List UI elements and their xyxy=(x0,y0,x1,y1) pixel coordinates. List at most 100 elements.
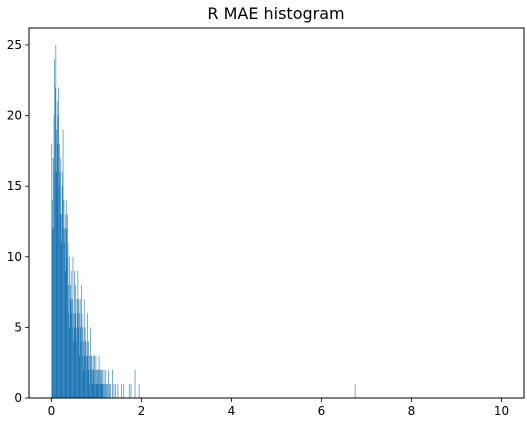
histogram-bar xyxy=(91,369,92,398)
histogram-bar xyxy=(134,369,136,398)
histogram-bar xyxy=(130,383,132,398)
histogram-bar xyxy=(76,341,77,398)
histogram-bar xyxy=(85,355,87,398)
histogram-bar xyxy=(99,369,100,398)
histogram-bar xyxy=(113,383,115,398)
histogram-bar xyxy=(66,256,68,398)
histogram-bar xyxy=(67,242,69,398)
histogram-bar xyxy=(86,341,88,398)
histogram-bar xyxy=(98,383,99,398)
histogram-bar xyxy=(52,228,53,398)
histogram-bar xyxy=(138,383,140,398)
histogram-bar xyxy=(89,355,90,398)
histogram-bar xyxy=(53,115,55,398)
histogram-bar xyxy=(82,355,83,398)
histogram-bar xyxy=(66,228,67,398)
histogram-bar xyxy=(56,172,58,398)
histogram-bar xyxy=(102,383,103,398)
y-tick-label: 0 xyxy=(14,391,22,405)
histogram-bar xyxy=(90,327,91,398)
x-tick-label: 0 xyxy=(48,404,56,418)
histogram-bar xyxy=(83,369,84,398)
histogram-bar xyxy=(65,214,67,398)
histogram-bar xyxy=(84,327,86,398)
histogram-bar xyxy=(59,172,61,398)
histogram-bar xyxy=(93,369,94,398)
histogram-bar xyxy=(60,157,62,398)
histogram-bar xyxy=(104,383,106,398)
chart-title: R MAE histogram xyxy=(207,4,344,23)
histogram-bar xyxy=(68,285,69,398)
histogram-bar xyxy=(70,299,71,398)
histogram-bar xyxy=(92,369,93,398)
histogram-bar xyxy=(101,369,103,398)
histogram-bar xyxy=(109,383,110,398)
histogram-bar xyxy=(108,369,109,398)
histogram-bar xyxy=(84,355,85,398)
y-tick-label: 25 xyxy=(7,38,22,52)
histogram-bar xyxy=(87,355,89,398)
histogram-bar xyxy=(105,369,107,398)
histogram-bar xyxy=(55,87,56,398)
histogram-bar xyxy=(54,59,55,398)
histogram-bar xyxy=(81,313,83,398)
histogram-bar xyxy=(94,369,96,398)
histogram-bar xyxy=(74,270,75,398)
histogram-bar xyxy=(97,383,98,398)
x-tick-label: 4 xyxy=(228,404,236,418)
histogram-bar xyxy=(68,313,70,398)
histogram-bar xyxy=(93,383,95,398)
histogram-bar xyxy=(73,313,74,398)
histogram-bar xyxy=(110,383,111,398)
histogram-bar xyxy=(78,327,79,398)
histogram-bar xyxy=(112,369,113,398)
histogram-bar xyxy=(83,341,85,398)
histogram-bar xyxy=(115,383,116,398)
histogram-bar xyxy=(88,341,89,398)
histogram-bar xyxy=(101,369,102,398)
histogram-bar xyxy=(87,369,89,398)
histogram-bar xyxy=(77,313,78,398)
histogram-bar xyxy=(51,143,53,398)
histogram-bar xyxy=(59,143,60,398)
histogram-bar xyxy=(82,327,84,398)
histogram-bar xyxy=(95,383,96,398)
histogram-bar xyxy=(65,200,67,398)
histogram-bar xyxy=(78,299,80,398)
y-tick-label: 10 xyxy=(7,250,22,264)
histogram-bar xyxy=(58,87,59,398)
histogram-bar xyxy=(76,299,78,398)
histogram-bar xyxy=(61,242,62,398)
histogram-bar xyxy=(98,355,100,398)
y-tick-label: 20 xyxy=(7,109,22,123)
x-axis: 0 2 4 6 8 10 xyxy=(48,398,509,418)
histogram-bar xyxy=(96,383,98,398)
histogram-bar xyxy=(63,200,65,398)
x-tick-label: 6 xyxy=(318,404,326,418)
y-axis: 0 5 10 15 20 25 xyxy=(7,38,29,405)
histogram-bar xyxy=(69,327,71,398)
histogram-bar xyxy=(107,383,108,398)
histogram-bar xyxy=(56,129,57,398)
histogram-bar xyxy=(72,256,74,398)
histogram-bar xyxy=(92,383,94,398)
histogram-bar xyxy=(101,383,103,398)
histogram-bar xyxy=(90,355,92,398)
histogram-bar xyxy=(94,355,95,398)
histogram-bar xyxy=(117,383,119,398)
histogram-bar xyxy=(64,228,66,398)
histogram-bar xyxy=(55,44,57,398)
histogram-bar xyxy=(67,214,68,398)
histogram-bar xyxy=(62,129,64,398)
histogram-bar xyxy=(73,341,75,398)
histogram-bar xyxy=(91,355,93,398)
histogram-bar xyxy=(57,115,59,398)
histogram-bar xyxy=(96,369,98,398)
histogram-bar xyxy=(95,355,97,398)
y-tick-label: 15 xyxy=(7,179,22,193)
histogram-bar xyxy=(99,383,101,398)
histogram-bar xyxy=(78,313,80,398)
plot-frame xyxy=(28,27,525,399)
histogram-bar xyxy=(65,270,66,398)
